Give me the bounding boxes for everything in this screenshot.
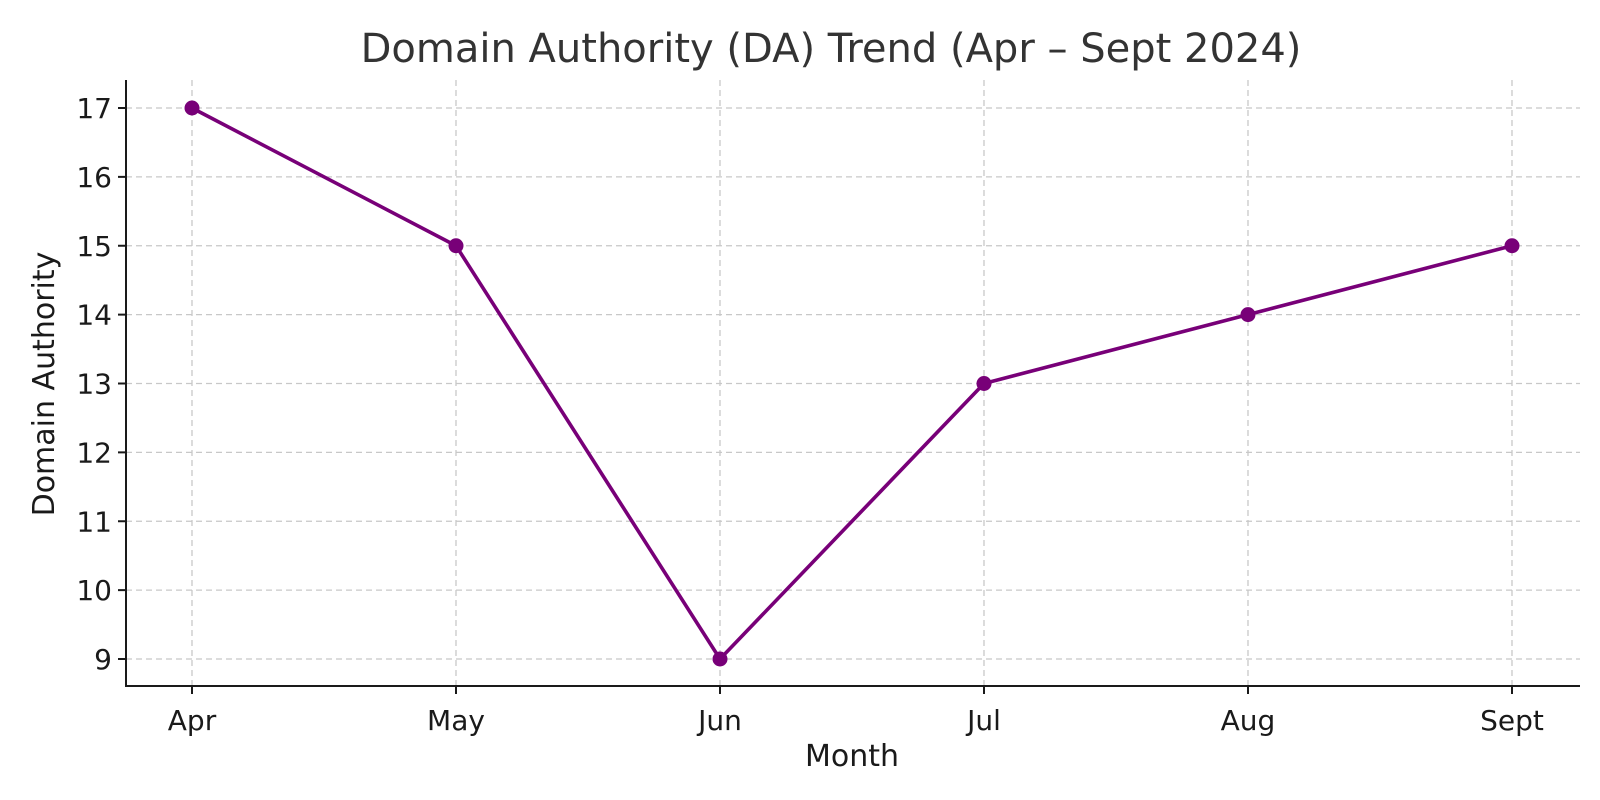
y-tick-label: 11	[76, 505, 112, 538]
grid-layer	[126, 80, 1580, 686]
y-tick-label: 10	[76, 574, 112, 607]
data-point	[976, 376, 992, 391]
data-point	[1504, 238, 1520, 254]
y-tick-label: 13	[76, 368, 112, 401]
y-tick-label: 9	[94, 643, 112, 676]
x-ticks: Apr May Jun Jul Aug Sept	[168, 686, 1544, 737]
y-axis-title: Domain Authority	[27, 252, 62, 517]
data-point	[712, 651, 728, 667]
y-tick-label: 12	[76, 436, 112, 469]
data-point	[1240, 307, 1256, 323]
y-ticks: 9 10 11 12 13 14 15 16 17	[76, 92, 126, 676]
data-point	[448, 238, 464, 254]
y-tick-label: 15	[76, 230, 112, 263]
y-tick-label: 16	[76, 161, 112, 194]
x-tick-label: Jul	[965, 704, 1001, 737]
y-tick-label: 14	[76, 299, 112, 332]
x-axis-title: Month	[805, 739, 899, 774]
chart-title: Domain Authority (DA) Trend (Apr – Sept …	[361, 26, 1302, 72]
x-tick-label: Apr	[168, 704, 217, 737]
x-tick-label: Jun	[696, 704, 742, 737]
y-tick-label: 17	[76, 92, 112, 125]
data-point	[184, 100, 200, 116]
series-line	[190, 106, 1514, 661]
x-tick-label: Aug	[1221, 704, 1276, 737]
x-tick-label: May	[427, 704, 485, 737]
x-tick-label: Sept	[1480, 704, 1544, 737]
series-layer	[184, 100, 1520, 667]
